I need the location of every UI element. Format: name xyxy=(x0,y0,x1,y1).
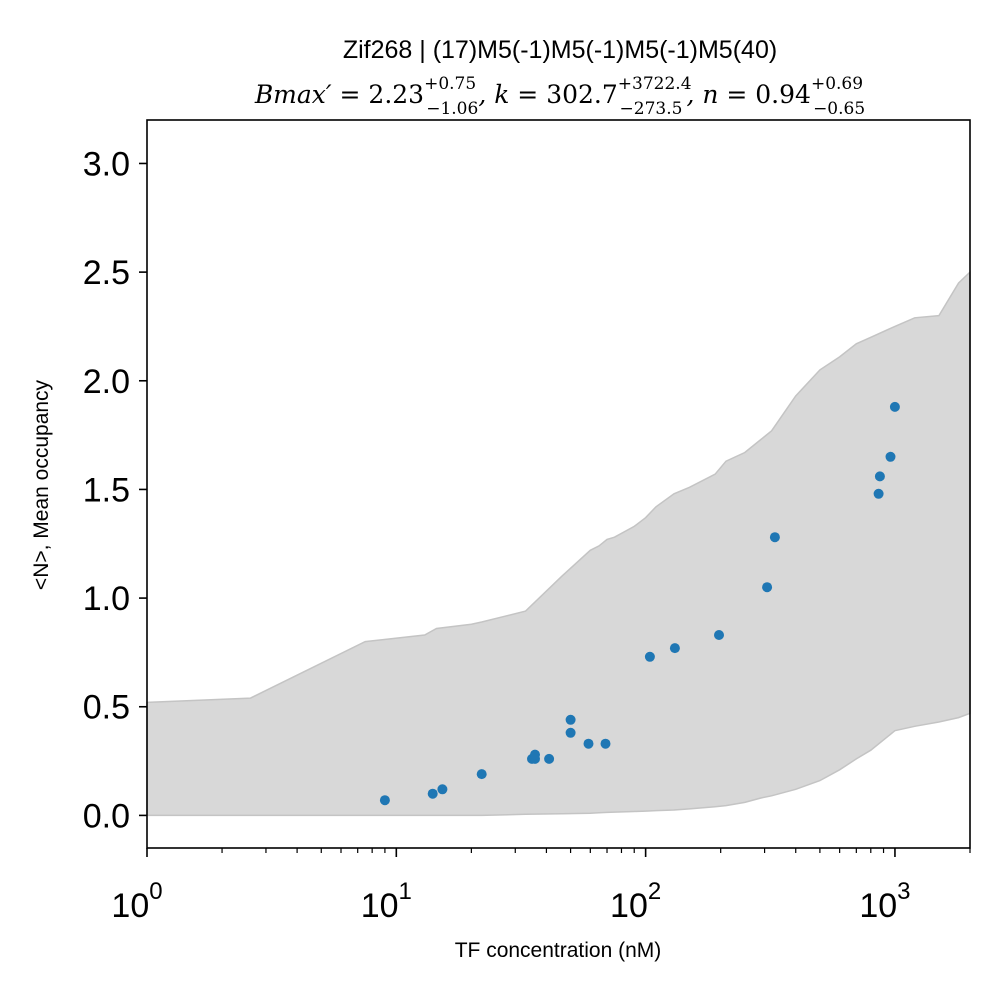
x-tick-base: 10 xyxy=(361,887,399,925)
x-tick-label: 102 xyxy=(610,878,661,925)
y-tick-label: 3.0 xyxy=(83,145,130,183)
data-point xyxy=(379,795,390,806)
y-tick-label: 0.0 xyxy=(83,797,130,835)
data-point xyxy=(565,714,576,725)
data-point xyxy=(762,582,773,593)
n-value: 0.94 xyxy=(755,80,811,109)
x-tick-label: 101 xyxy=(361,878,412,925)
bmax-label: Bmax′ = xyxy=(254,80,369,109)
data-point xyxy=(600,738,611,749)
data-point xyxy=(544,753,555,764)
n-label: , n = xyxy=(686,80,755,109)
x-tick-base: 10 xyxy=(610,887,648,925)
y-tick-label: 0.5 xyxy=(83,689,130,727)
bmax-value: 2.23 xyxy=(368,80,424,109)
y-tick-label: 1.0 xyxy=(83,580,130,618)
data-point xyxy=(437,784,448,795)
n-plus: +0.69 xyxy=(811,74,863,94)
x-tick-exponent: 2 xyxy=(648,878,661,905)
y-tick-label: 1.5 xyxy=(83,471,130,509)
x-tick-label: 103 xyxy=(859,878,910,925)
y-tick-label: 2.0 xyxy=(83,363,130,401)
data-point xyxy=(889,401,900,412)
chart-subtitle: Bmax′ = 2.23+0.75 −1.06, k = 302.7+3722.4… xyxy=(254,74,865,119)
data-point xyxy=(669,643,680,654)
data-point xyxy=(476,769,487,780)
bmax-plus: +0.75 xyxy=(424,74,476,94)
confidence-band-layer xyxy=(146,270,971,817)
data-point xyxy=(714,630,724,640)
data-point xyxy=(530,749,540,760)
x-tick-exponent: 3 xyxy=(897,878,910,905)
x-tick-exponent: 1 xyxy=(399,878,412,905)
data-point xyxy=(427,788,438,799)
confidence-band xyxy=(146,270,971,817)
data-point xyxy=(565,727,576,738)
k-minus: −273.5 xyxy=(620,99,683,119)
data-point xyxy=(874,471,885,482)
n-minus: −0.65 xyxy=(813,99,865,119)
x-tick-exponent: 0 xyxy=(149,878,162,905)
chart-title: Zif268 | (17)M5(-1)M5(-1)M5(-1)M5(40) xyxy=(343,36,777,64)
x-tick-label: 100 xyxy=(111,878,162,925)
k-label: , k = xyxy=(478,80,546,109)
data-points-layer xyxy=(379,401,900,806)
data-point xyxy=(583,738,594,749)
plot-frame xyxy=(146,119,971,849)
x-tick-base: 10 xyxy=(859,887,897,925)
data-point xyxy=(873,488,884,499)
data-point xyxy=(885,451,896,462)
y-axis-label: <N>, Mean occupancy xyxy=(30,379,53,590)
k-value: 302.7 xyxy=(546,80,618,109)
bmax-minus: −1.06 xyxy=(426,99,478,119)
k-plus: +3722.4 xyxy=(618,74,692,94)
x-tick-base: 10 xyxy=(111,887,149,925)
data-point xyxy=(769,532,780,543)
data-point xyxy=(644,651,655,662)
x-axis-label: TF concentration (nM) xyxy=(455,939,662,962)
y-tick-label: 2.5 xyxy=(83,254,130,292)
